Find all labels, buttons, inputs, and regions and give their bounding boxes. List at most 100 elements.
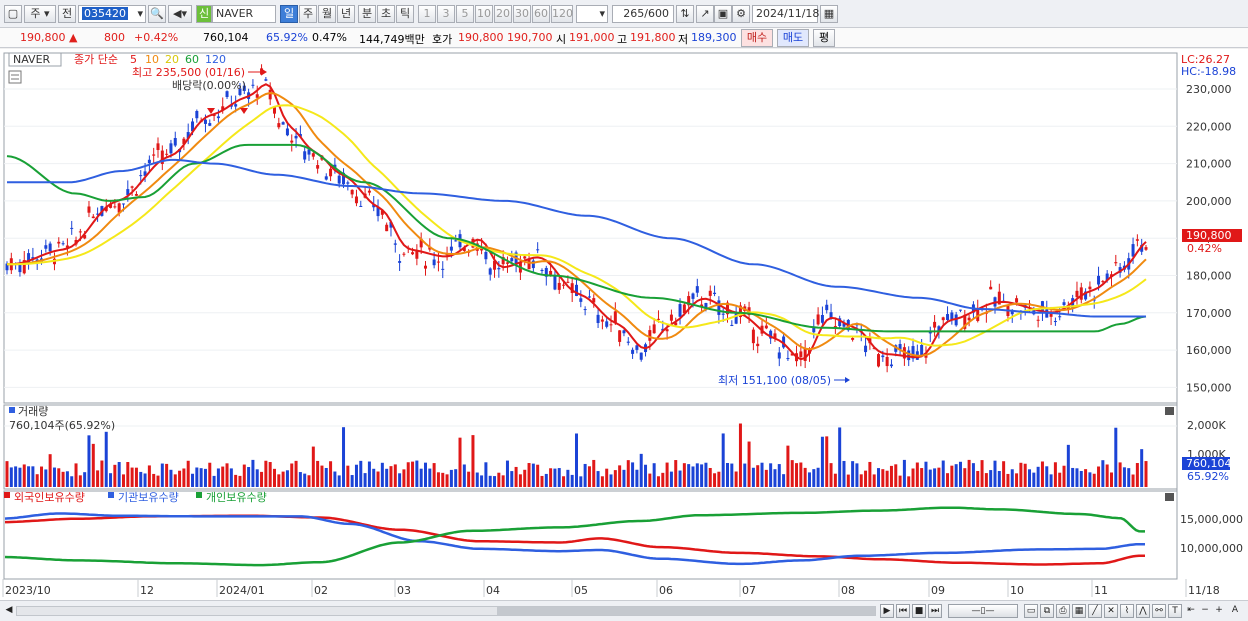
zoom-slider[interactable]: —▯—	[948, 604, 1018, 618]
volume-bar	[825, 436, 829, 487]
scroll-start-icon[interactable]: ⇤	[1187, 605, 1195, 615]
stock-name-field[interactable]: NAVER	[212, 5, 276, 23]
interval-dropdown-icon[interactable]: ▾	[599, 7, 605, 20]
volume-bar	[967, 459, 971, 487]
candle-body	[462, 247, 466, 251]
save-icon[interactable]: ▣	[714, 5, 732, 23]
candle-body	[367, 190, 371, 193]
price-chart[interactable]: NAVER 종가 단순 5 10 20 60 120 최고 235,500 (0…	[0, 49, 1248, 600]
interval-input[interactable]: ▾	[576, 5, 608, 23]
candle-body	[596, 314, 600, 324]
last-page-icon[interactable]: ⏭	[928, 604, 942, 618]
zoom-out-icon[interactable]: −	[1201, 605, 1209, 615]
tool-cross-icon[interactable]: ✕	[1104, 604, 1118, 618]
tool-text-icon[interactable]: T	[1168, 604, 1182, 618]
grid-toggle-icon[interactable]	[8, 70, 22, 84]
candle-body	[652, 324, 656, 334]
tool-line-icon[interactable]: ╱	[1088, 604, 1102, 618]
candle-body	[678, 304, 682, 317]
volume-bar	[579, 476, 583, 487]
candle-body	[484, 251, 488, 260]
search-icon[interactable]: 🔍	[148, 5, 166, 23]
volume-bar	[436, 472, 440, 487]
candle-body	[1053, 321, 1057, 323]
interval-20[interactable]: 20	[494, 5, 512, 23]
toolbar: ▢ 주 ▾ 전 035420 ▾ 🔍 ◀▾ 신 NAVER 일 주 월 년 분 초…	[0, 0, 1248, 28]
candle-body	[488, 268, 492, 275]
period-day-tab[interactable]: 일	[280, 5, 298, 23]
volume-bar	[756, 465, 760, 487]
volume-bar	[454, 469, 458, 487]
chart-area[interactable]: NAVER 종가 단순 5 10 20 60 120 최고 235,500 (0…	[0, 49, 1248, 600]
first-page-icon[interactable]: ⏮	[896, 604, 910, 618]
candle-body	[432, 259, 436, 266]
market-select[interactable]: 주 ▾	[24, 5, 56, 23]
scroll-thumb[interactable]	[497, 607, 875, 615]
interval-3[interactable]: 3	[437, 5, 455, 23]
auto-icon[interactable]: A	[1231, 605, 1239, 615]
calendar-icon[interactable]: ▦	[820, 5, 838, 23]
period-minute-tab[interactable]: 분	[358, 5, 376, 23]
tool-copy-icon[interactable]: ⧉	[1040, 604, 1054, 618]
interval-60[interactable]: 60	[532, 5, 550, 23]
tool-image-icon[interactable]: ▦	[1072, 604, 1086, 618]
holding-panel-close-icon[interactable]	[1165, 493, 1174, 501]
volume-bar	[126, 462, 130, 487]
scroll-left-icon[interactable]: ◀	[5, 605, 13, 615]
draw-icon[interactable]: ↗	[696, 5, 714, 23]
date-field[interactable]: 2024/11/18	[752, 5, 819, 23]
volume-bar	[484, 462, 488, 487]
volume-bar	[769, 463, 773, 487]
interval-5[interactable]: 5	[456, 5, 474, 23]
compare-icon[interactable]: ⇅	[676, 5, 694, 23]
buy-button[interactable]: 매수	[741, 29, 773, 47]
interval-10[interactable]: 10	[475, 5, 493, 23]
period-second-tab[interactable]: 초	[377, 5, 395, 23]
volume-bar	[294, 460, 298, 487]
volume-bar	[842, 460, 846, 487]
speaker-icon[interactable]: ◀▾	[168, 5, 192, 23]
period-week-tab[interactable]: 주	[299, 5, 317, 23]
stop-icon[interactable]: ■	[912, 604, 926, 618]
volume-bar	[549, 468, 553, 487]
candle-body	[307, 149, 311, 155]
eval-button[interactable]: 평	[813, 29, 835, 47]
interval-30[interactable]: 30	[513, 5, 531, 23]
period-year-tab[interactable]: 년	[337, 5, 355, 23]
tool-trend-icon[interactable]: ⌇	[1120, 604, 1134, 618]
data-count-field[interactable]: 265/600	[612, 5, 674, 23]
code-dropdown-icon[interactable]: ▾	[137, 7, 143, 20]
volume-bar	[130, 467, 134, 487]
volume-bar	[264, 460, 268, 487]
period-tick-tab[interactable]: 틱	[396, 5, 414, 23]
volume-bar	[544, 473, 548, 487]
candle-body	[816, 314, 820, 325]
volume-bar	[9, 467, 13, 487]
volume-panel-close-icon[interactable]	[1165, 407, 1174, 415]
volume-bar	[445, 474, 449, 487]
volume-bar	[1135, 463, 1139, 487]
candle-body	[967, 317, 971, 321]
volume-bar	[462, 464, 466, 487]
tool-link-icon[interactable]: ⚯	[1152, 604, 1166, 618]
interval-120[interactable]: 120	[551, 5, 573, 23]
candle-body	[665, 329, 669, 332]
volume-bar	[531, 463, 535, 487]
scroll-right-icon[interactable]: ▶	[880, 604, 894, 618]
tool-rect-icon[interactable]: ▭	[1024, 604, 1038, 618]
zoom-in-icon[interactable]: +	[1215, 605, 1223, 615]
sell-button[interactable]: 매도	[777, 29, 809, 47]
interval-1[interactable]: 1	[418, 5, 436, 23]
volume-bar	[242, 464, 246, 487]
volume-bar	[324, 467, 328, 487]
code-input[interactable]: 035420 ▾	[78, 5, 146, 23]
prev-button[interactable]: 전	[58, 5, 76, 23]
window-icon[interactable]: ▢	[4, 5, 22, 23]
volume-bar	[467, 471, 471, 487]
horizontal-scrollbar[interactable]	[16, 606, 876, 616]
gear-icon[interactable]: ⚙	[732, 5, 750, 23]
tool-print-icon[interactable]: ⎙	[1056, 604, 1070, 618]
tool-fan-icon[interactable]: ⋀	[1136, 604, 1150, 618]
volume-bar	[216, 468, 220, 487]
period-month-tab[interactable]: 월	[318, 5, 336, 23]
